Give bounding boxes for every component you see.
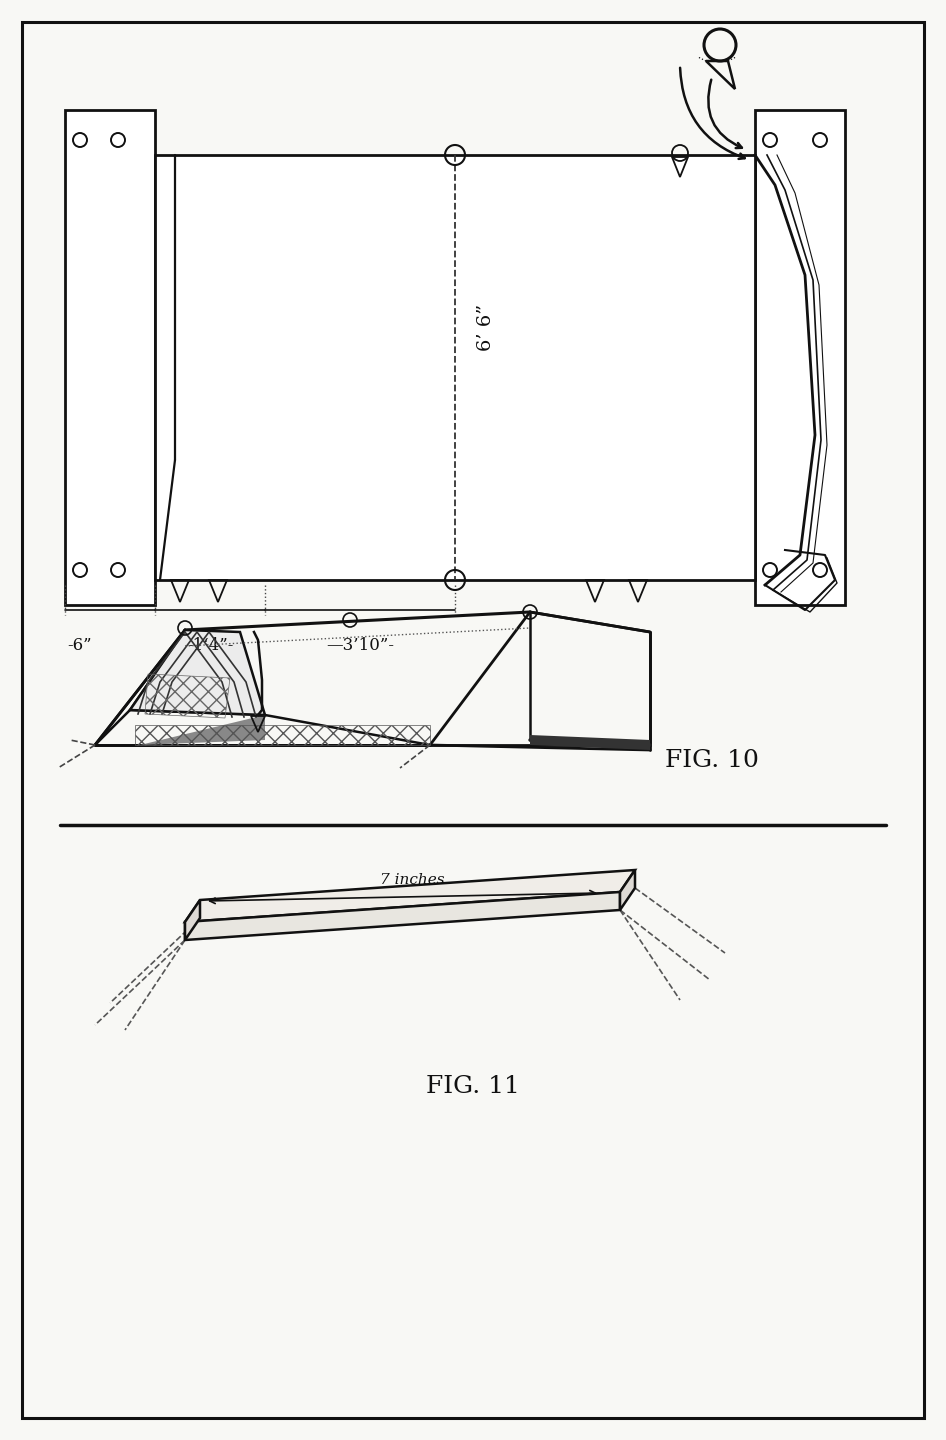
Text: FIG. 11: FIG. 11 [426, 1076, 520, 1099]
Text: 7 inches: 7 inches [379, 873, 445, 887]
Text: FIG. 10: FIG. 10 [665, 749, 759, 772]
Bar [65, 109, 155, 605]
Text: 6’ 6”: 6’ 6” [477, 304, 495, 351]
Text: -6”: -6” [67, 636, 92, 654]
Polygon shape [130, 631, 265, 716]
Polygon shape [140, 716, 265, 744]
Polygon shape [185, 900, 200, 940]
Polygon shape [530, 734, 650, 750]
Bar [755, 109, 845, 605]
Bar [155, 156, 755, 580]
Text: -1‘4”-: -1‘4”- [186, 636, 233, 654]
Polygon shape [185, 891, 620, 940]
Text: —3’10”-: —3’10”- [326, 636, 394, 654]
Polygon shape [95, 612, 650, 744]
Polygon shape [620, 870, 635, 910]
Polygon shape [185, 870, 635, 922]
